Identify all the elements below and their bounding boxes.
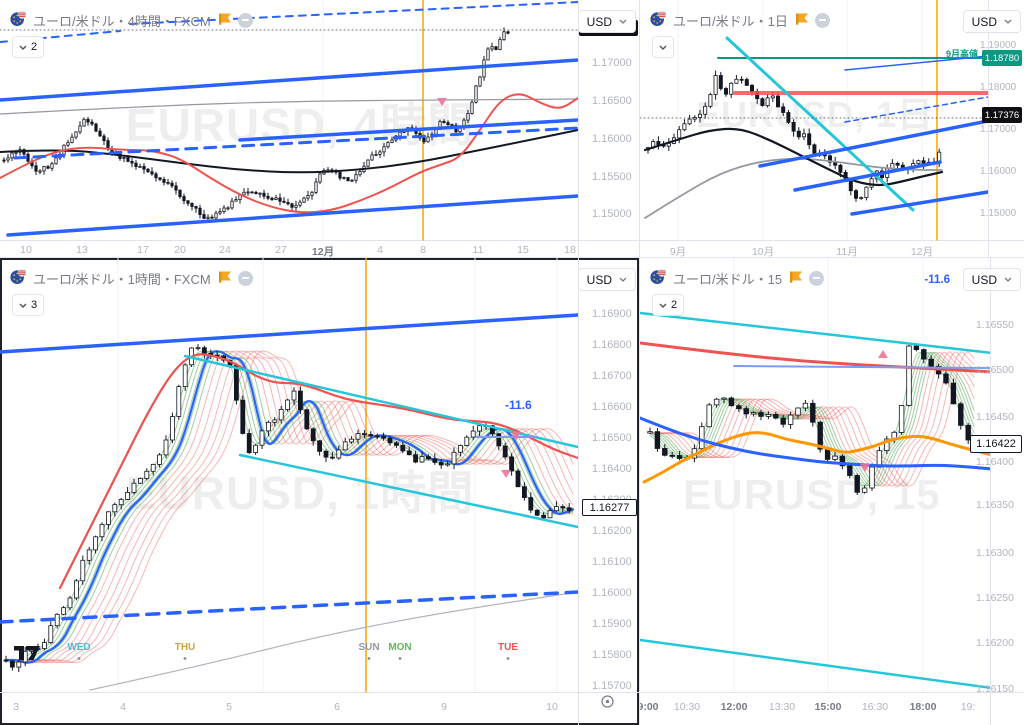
pane-count: 2	[671, 299, 678, 311]
symbol-flag-icon	[10, 10, 27, 30]
chevron-down-icon	[659, 303, 667, 308]
chart-canvas-1h[interactable]	[0, 258, 640, 725]
hide-minus-icon[interactable]	[809, 270, 825, 286]
symbol-flag-icon	[650, 268, 667, 288]
chart-pane-eurusd-4h: EURUSD, 4時間 1.17000 1.16500 1.16000 1.15500…	[0, 0, 640, 258]
flag-bookmark-icon[interactable]	[217, 12, 232, 29]
chart-pane-eurusd-15m: EURUSD, 15 1.16550 1.16500 1.16450 1.16400 1…	[640, 258, 1024, 725]
currency-label: USD	[971, 14, 997, 29]
collapse-button[interactable]: 3	[12, 294, 45, 316]
legend-15m: ユーロ/米ドル・15	[650, 268, 825, 288]
collapse-button[interactable]: 2	[652, 294, 685, 316]
chevron-down-icon	[19, 303, 27, 308]
currency-label: USD	[586, 14, 612, 29]
hide-minus-icon[interactable]	[237, 12, 253, 28]
chart-pane-eurusd-1h: EURUSD, 1時間 1.16900 1.16800 1.16700 1.16600…	[0, 258, 640, 725]
pane-count: 2	[31, 41, 38, 53]
tradingview-logo[interactable]	[14, 642, 44, 666]
hide-minus-icon[interactable]	[814, 12, 830, 28]
chart-canvas-1d[interactable]	[640, 0, 1024, 258]
chart-canvas-15m[interactable]	[640, 258, 1024, 725]
chevron-down-icon	[19, 45, 27, 50]
currency-label: USD	[586, 272, 612, 287]
chart-canvas-4h[interactable]	[0, 0, 640, 258]
legend-4h: ユーロ/米ドル・4時間・FXCM	[10, 10, 253, 30]
chevron-down-icon	[1004, 277, 1012, 282]
chevron-down-icon	[1004, 19, 1012, 24]
legend-1h: ユーロ/米ドル・1時間・FXCM	[10, 268, 253, 288]
change-value: -11.6	[924, 274, 950, 286]
hide-minus-icon[interactable]	[237, 270, 253, 286]
currency-dropdown[interactable]: USD	[577, 10, 636, 33]
chart-pane-eurusd-1d: EURUSD, 1日 1.19000 1.18000 1.17000 1.16000 1…	[640, 0, 1024, 258]
currency-dropdown[interactable]: USD	[577, 268, 636, 291]
symbol-title[interactable]: ユーロ/米ドル・1日	[673, 13, 788, 29]
legend-1d: ユーロ/米ドル・1日	[650, 10, 830, 30]
flag-bookmark-icon[interactable]	[788, 270, 803, 287]
chevron-down-icon	[659, 45, 667, 50]
currency-label: USD	[971, 272, 997, 287]
chevron-down-icon	[619, 19, 627, 24]
chevron-down-icon	[619, 277, 627, 282]
pane-count: 3	[31, 299, 38, 311]
collapse-button[interactable]	[652, 36, 674, 58]
symbol-flag-icon	[650, 10, 667, 30]
symbol-title[interactable]: ユーロ/米ドル・15	[673, 271, 783, 287]
symbol-title[interactable]: ユーロ/米ドル・1時間・FXCM	[33, 271, 211, 287]
symbol-title[interactable]: ユーロ/米ドル・4時間・FXCM	[33, 13, 211, 29]
symbol-flag-icon	[10, 268, 27, 288]
currency-dropdown[interactable]: USD	[962, 10, 1021, 33]
flag-bookmark-icon[interactable]	[794, 12, 809, 29]
flag-bookmark-icon[interactable]	[217, 270, 232, 287]
scroll-to-recent-button[interactable]	[600, 694, 615, 714]
currency-dropdown[interactable]: USD	[962, 268, 1021, 291]
collapse-button[interactable]: 2	[12, 36, 45, 58]
